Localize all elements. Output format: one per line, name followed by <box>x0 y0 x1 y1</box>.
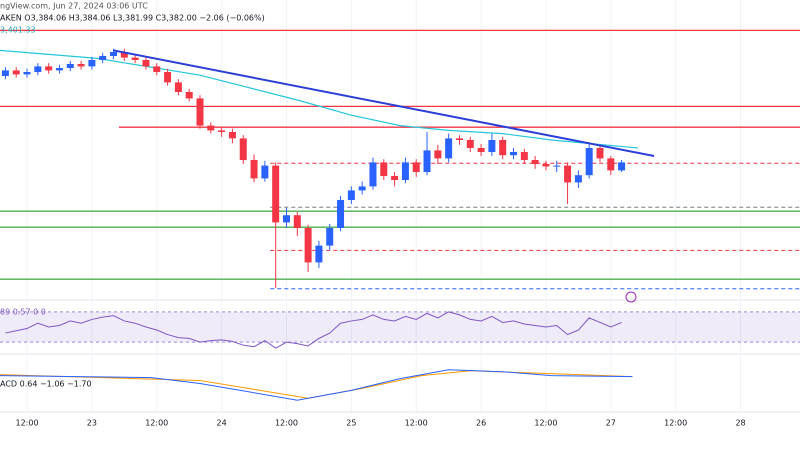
x-tick-label: 25 <box>346 419 356 428</box>
x-tick-label: 12:00 <box>405 419 428 428</box>
candle-body <box>250 160 258 179</box>
candle-body <box>315 245 323 263</box>
candle-body <box>564 165 572 183</box>
candle-body <box>304 228 312 263</box>
x-tick-label: 12:00 <box>275 419 298 428</box>
candle-body <box>412 162 420 172</box>
x-tick-label: 28 <box>735 419 745 428</box>
candle-body <box>455 138 463 140</box>
candle-body <box>574 175 582 183</box>
rsi-band <box>0 311 800 343</box>
candle-body <box>142 60 150 67</box>
macd-header: ACD 0.64 −1.06 −1.70 <box>0 380 92 389</box>
candle-body <box>347 190 355 200</box>
ema-line <box>0 49 638 149</box>
candle-body <box>196 98 204 126</box>
x-tick-label: 26 <box>476 419 486 428</box>
candle-body <box>445 138 453 159</box>
candle-body <box>239 138 247 160</box>
candle-body <box>99 56 107 60</box>
candle-body <box>228 132 236 139</box>
candle-body <box>520 152 528 160</box>
candle-body <box>358 186 366 191</box>
header-source: ngView.com, Jun 27, 2024 03:06 UTC <box>0 2 148 11</box>
trend-line <box>113 49 655 157</box>
candle-body <box>272 165 280 223</box>
candle-body <box>110 52 118 56</box>
candle-body <box>34 66 42 72</box>
candle-body <box>261 165 269 179</box>
candle-body <box>596 148 604 159</box>
header-ohlc: AKEN O3,384.06 H3,384.06 L3,381.99 C3,38… <box>0 14 265 23</box>
candle-body <box>185 92 193 99</box>
candle-body <box>607 158 615 171</box>
candle-body <box>293 215 301 228</box>
candle-body <box>553 165 561 167</box>
event-icon <box>625 291 637 303</box>
candle-body <box>369 162 377 187</box>
candle-body <box>120 52 128 58</box>
candle-body <box>488 140 496 152</box>
candle-body <box>218 130 226 132</box>
candle-body <box>45 66 53 71</box>
x-tick-label: 27 <box>606 419 616 428</box>
candle-body <box>477 148 485 152</box>
rsi-header: 89 0.57 0 0 <box>0 308 46 317</box>
macd-line <box>0 369 633 401</box>
candle-body <box>585 148 593 176</box>
candle-body <box>618 162 626 171</box>
candle-body <box>531 160 539 164</box>
candle-body <box>434 150 442 159</box>
candle-body <box>23 72 31 75</box>
x-tick-label: 12:00 <box>145 419 168 428</box>
candle-body <box>12 70 20 75</box>
candle-body <box>207 125 215 131</box>
candle-body <box>542 164 550 167</box>
candle-body <box>499 140 507 156</box>
candle-body <box>88 60 96 67</box>
x-tick-label: 23 <box>87 419 97 428</box>
macd-signal <box>0 370 633 399</box>
candle-body <box>380 162 388 176</box>
candle-body <box>326 228 334 246</box>
candle-body <box>401 162 409 180</box>
candle-body <box>66 64 74 68</box>
candle-body <box>164 72 172 83</box>
candle-body <box>510 152 518 156</box>
candle-body <box>131 57 139 60</box>
candle-body <box>423 150 431 172</box>
x-tick-label: 12:00 <box>664 419 687 428</box>
candle-body <box>1 70 9 76</box>
x-tick-label: 12:00 <box>534 419 557 428</box>
candle-body <box>282 215 290 223</box>
x-tick-label: 12:00 <box>15 419 38 428</box>
candle-body <box>466 140 474 148</box>
candle-body <box>391 176 399 180</box>
header-ema: 3,401.33 <box>0 26 36 35</box>
candle-body <box>174 82 182 92</box>
candle-body <box>153 66 161 72</box>
rsi-line <box>5 311 622 349</box>
candle-body <box>77 64 85 67</box>
x-tick-label: 24 <box>217 419 227 428</box>
candle-body <box>337 200 345 228</box>
candle-body <box>55 68 63 71</box>
